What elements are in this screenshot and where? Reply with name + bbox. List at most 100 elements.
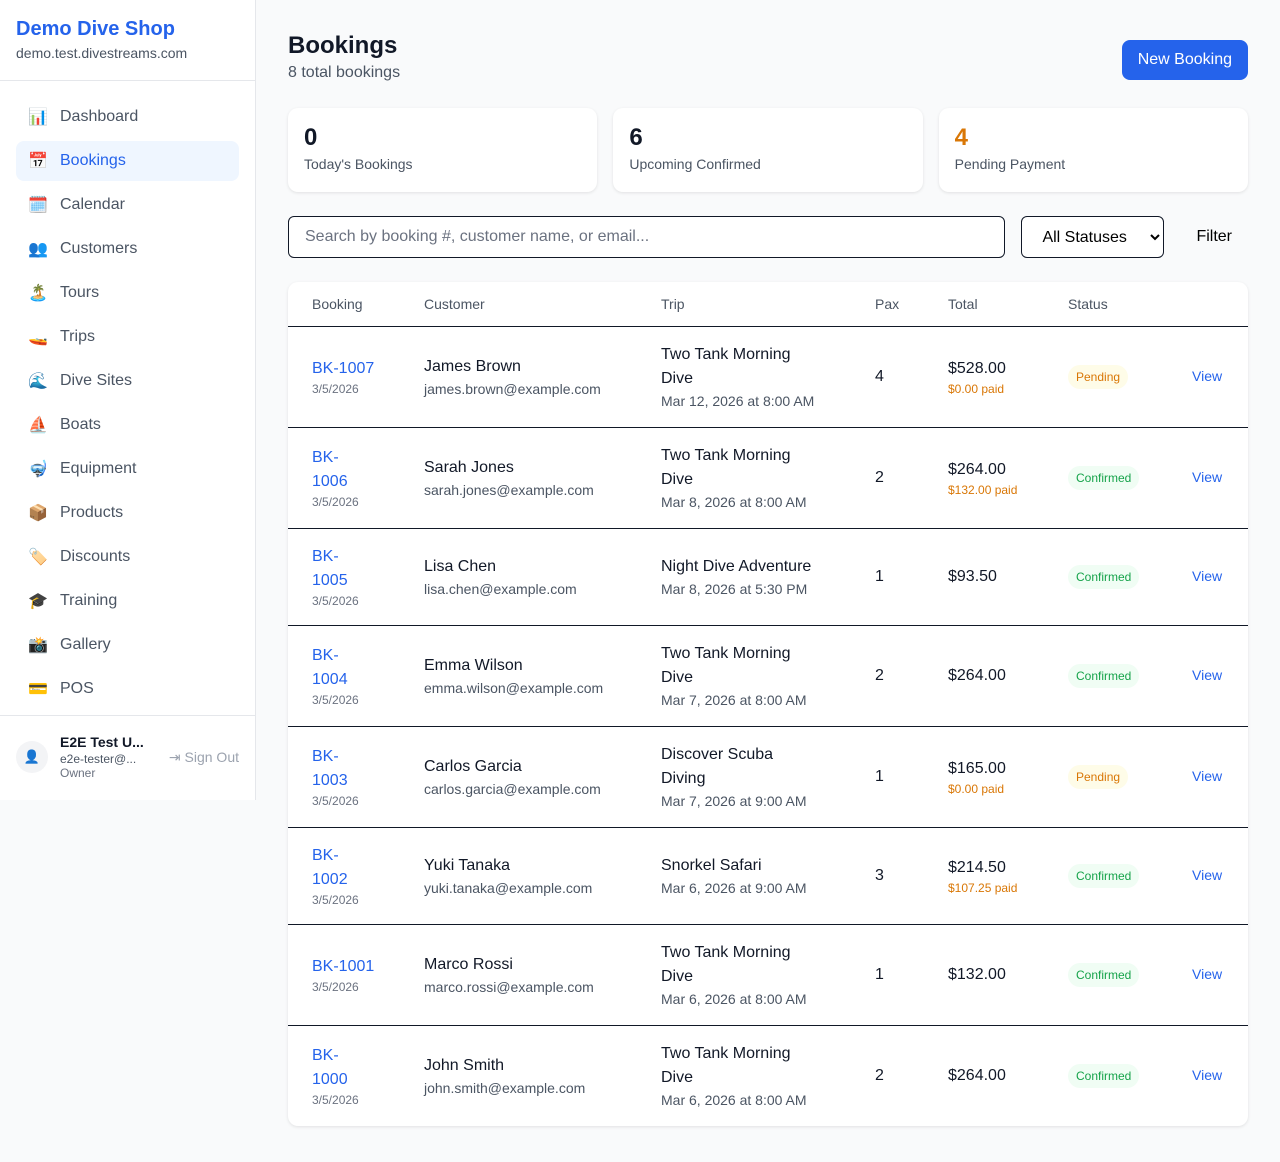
trip-datetime: Mar 6, 2026 at 9:00 AM — [661, 879, 807, 896]
sidebar-item-trips[interactable]: 🚤 Trips — [16, 317, 239, 357]
stat-card: 6 Upcoming Confirmed — [613, 108, 923, 192]
paid-amount: $0.00 paid — [948, 781, 1005, 796]
view-link[interactable]: View — [1192, 1067, 1223, 1083]
sidebar-item-products[interactable]: 📦 Products — [16, 493, 239, 533]
customer-name: John Smith — [424, 1056, 505, 1074]
view-link[interactable]: View — [1192, 768, 1223, 784]
sidebar-item-label: Dashboard — [60, 108, 139, 125]
sidebar: Demo Dive Shop demo.test.divestreams.com… — [0, 0, 256, 800]
stats-row: 0 Today's Bookings 6 Upcoming Confirmed 4 Pen… — [288, 108, 1248, 192]
booking-link[interactable]: BK-1002 — [312, 846, 348, 888]
pax: 1 — [851, 924, 924, 1026]
new-booking-button[interactable]: New Booking — [1121, 40, 1248, 80]
column-header: Booking — [288, 282, 400, 327]
sidebar-item-label: Dive Sites — [60, 372, 133, 389]
trip-datetime: Mar 8, 2026 at 8:00 AM — [661, 493, 807, 510]
search-input[interactable] — [288, 216, 1006, 258]
pax: 4 — [851, 326, 924, 428]
stat-card: 4 Pending Payment — [938, 108, 1248, 192]
sidebar-item-label: Calendar — [60, 196, 125, 213]
booking-link[interactable]: BK-1001 — [312, 957, 375, 975]
graduation-cap-icon: 🎓 — [28, 593, 48, 610]
booking-date: 3/5/2026 — [312, 892, 359, 907]
customer-email: sarah.jones@example.com — [424, 481, 594, 498]
stat-value: 6 — [629, 124, 643, 151]
sidebar-item-boats[interactable]: ⛵ Boats — [16, 405, 239, 445]
stat-label: Pending Payment — [954, 156, 1066, 172]
spiral-calendar-icon: 🗓️ — [28, 197, 48, 214]
status-badge: Pending — [1068, 764, 1129, 789]
sidebar-item-bookings[interactable]: 📅 Bookings — [16, 141, 239, 181]
stat-value: 4 — [954, 124, 969, 151]
view-link[interactable]: View — [1192, 867, 1223, 883]
booking-date: 3/5/2026 — [312, 593, 359, 608]
customer-name: Lisa Chen — [424, 557, 497, 575]
view-link[interactable]: View — [1192, 368, 1223, 384]
page-subtitle: 8 total bookings — [288, 64, 401, 81]
pax: 1 — [851, 528, 924, 626]
view-link[interactable]: View — [1192, 568, 1223, 584]
sign-out-label: Sign Out — [184, 748, 239, 765]
trip-datetime: Mar 12, 2026 at 8:00 AM — [661, 392, 815, 409]
customer-email: emma.wilson@example.com — [424, 679, 604, 696]
sidebar-item-discounts[interactable]: 🏷️ Discounts — [16, 537, 239, 577]
status-badge: Confirmed — [1068, 962, 1140, 987]
sidebar-item-customers[interactable]: 👥 Customers — [16, 229, 239, 269]
sidebar-item-pos[interactable]: 💳 POS — [16, 669, 239, 709]
customer-email: marco.rossi@example.com — [424, 978, 594, 995]
paid-amount: $107.25 paid — [948, 880, 1018, 895]
stat-label: Upcoming Confirmed — [629, 156, 761, 172]
shop-domain: demo.test.divestreams.com — [16, 45, 188, 61]
boat-icon: 🚤 — [28, 329, 48, 346]
package-icon: 📦 — [28, 505, 48, 522]
column-header: Customer — [400, 282, 637, 327]
sign-out-button[interactable]: ⇥ Sign Out — [169, 749, 239, 766]
customer-email: lisa.chen@example.com — [424, 580, 577, 597]
sidebar-item-dashboard[interactable]: 📊 Dashboard — [16, 97, 239, 137]
view-link[interactable]: View — [1192, 667, 1223, 683]
view-link[interactable]: View — [1192, 966, 1223, 982]
pax: 1 — [851, 726, 924, 828]
chart-icon: 📊 — [28, 109, 48, 126]
booking-link[interactable]: BK-1003 — [312, 747, 348, 789]
user-icon: 👤 — [16, 741, 48, 773]
shop-name[interactable]: Demo Dive Shop — [16, 18, 175, 40]
stat-value: 0 — [304, 124, 318, 151]
customer-name: Yuki Tanaka — [424, 856, 510, 874]
sign-out-icon: ⇥ — [168, 748, 185, 765]
sailboat-icon: ⛵ — [28, 417, 48, 434]
booking-link[interactable]: BK-1007 — [312, 359, 375, 377]
diving-mask-icon: 🤿 — [28, 461, 48, 478]
trip-name: Two Tank Morning Dive — [661, 943, 791, 985]
booking-link[interactable]: BK-1004 — [312, 646, 348, 688]
sidebar-item-equipment[interactable]: 🤿 Equipment — [16, 449, 239, 489]
paid-amount: $132.00 paid — [948, 482, 1018, 497]
customer-email: james.brown@example.com — [424, 380, 601, 397]
booking-link[interactable]: BK-1000 — [312, 1046, 348, 1088]
sidebar-item-dive-sites[interactable]: 🌊 Dive Sites — [16, 361, 239, 401]
filter-button[interactable]: Filter — [1180, 216, 1248, 258]
sidebar-item-calendar[interactable]: 🗓️ Calendar — [16, 185, 239, 225]
booking-link[interactable]: BK-1005 — [312, 547, 348, 589]
sidebar-item-label: Tours — [60, 284, 100, 301]
table-row: BK-1004 3/5/2026 Emma Wilson emma.wilson@e… — [288, 625, 1248, 727]
trip-name: Night Dive Adventure — [661, 557, 812, 575]
sidebar-item-label: Discounts — [60, 548, 131, 565]
status-select[interactable]: All Statuses — [1021, 216, 1165, 258]
view-link[interactable]: View — [1192, 469, 1223, 485]
sidebar-item-tours[interactable]: 🏝️ Tours — [16, 273, 239, 313]
trip-datetime: Mar 6, 2026 at 8:00 AM — [661, 990, 807, 1007]
booking-link[interactable]: BK-1006 — [312, 448, 348, 490]
pax: 2 — [851, 427, 924, 529]
total-amount: $93.50 — [948, 567, 997, 585]
trip-name: Two Tank Morning Dive — [661, 1044, 791, 1086]
sidebar-item-label: Boats — [60, 416, 101, 433]
table-header: Booking Customer Trip Pax Total Status — [288, 282, 1248, 327]
table-row: BK-1006 3/5/2026 Sarah Jones sarah.jones@e… — [288, 427, 1248, 529]
sidebar-item-label: Customers — [60, 240, 138, 257]
sidebar-item-gallery[interactable]: 📸 Gallery — [16, 625, 239, 665]
sidebar-item-training[interactable]: 🎓 Training — [16, 581, 239, 621]
pax: 2 — [851, 625, 924, 727]
sidebar-item-label: Training — [60, 592, 118, 609]
customer-name: Emma Wilson — [424, 656, 523, 674]
